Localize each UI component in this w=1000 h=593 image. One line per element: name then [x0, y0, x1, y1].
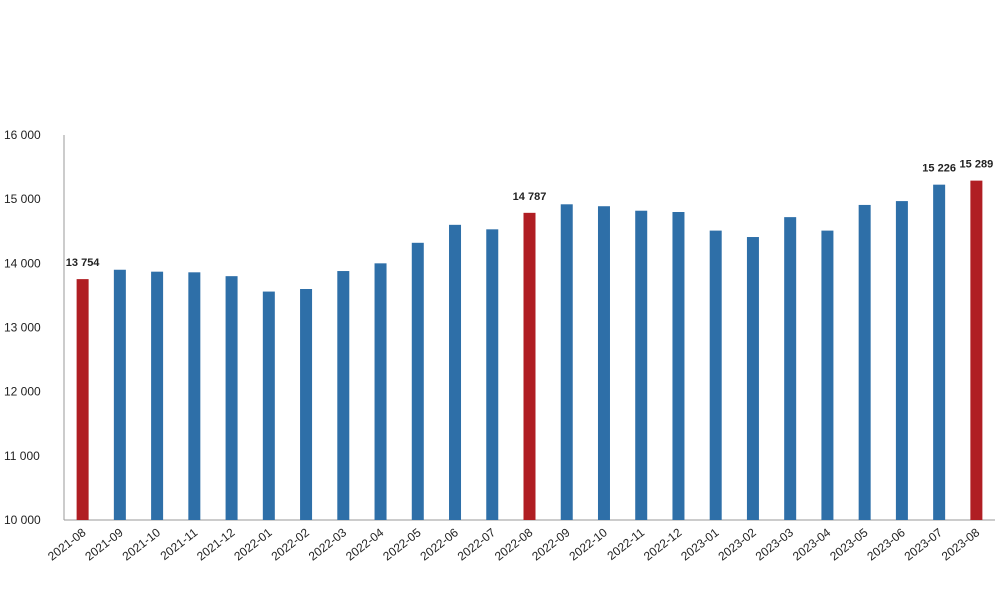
- x-tick-label: 2022-11: [604, 525, 647, 563]
- bar-2023-08: [970, 180, 983, 520]
- y-tick-label: 13 000: [4, 321, 41, 335]
- bar-2023-06: [895, 201, 908, 520]
- bar-2021-08: [76, 279, 89, 520]
- x-tick-label: 2021-08: [45, 525, 89, 563]
- bar-2022-12: [672, 212, 685, 520]
- y-tick-label: 15 000: [4, 192, 41, 206]
- x-tick-label: 2022-01: [231, 525, 275, 563]
- bar-2022-11: [635, 210, 648, 520]
- bar-2022-09: [560, 204, 573, 521]
- x-tick-label: 2022-06: [418, 525, 462, 563]
- bar-2023-07: [933, 184, 946, 521]
- y-tick-label: 12 000: [4, 385, 41, 399]
- x-tick-label: 2021-11: [158, 525, 201, 563]
- y-tick-label: 14 000: [4, 256, 41, 270]
- y-tick-label: 11 000: [4, 449, 40, 463]
- bar-2023-04: [821, 230, 834, 520]
- x-tick-label: 2023-08: [939, 525, 983, 563]
- x-tick-label: 2022-12: [641, 525, 685, 563]
- bar-2021-09: [113, 269, 126, 520]
- x-tick-label: 2023-07: [902, 525, 946, 563]
- x-tick-label: 2022-08: [492, 525, 536, 563]
- x-tick-label: 2023-05: [827, 525, 871, 563]
- bar-2022-06: [449, 224, 462, 521]
- bar-2023-02: [746, 237, 759, 520]
- x-tick-label: 2022-03: [306, 525, 350, 563]
- x-tick-label: 2022-05: [380, 525, 424, 563]
- x-tick-label: 2022-04: [343, 525, 387, 563]
- x-tick-label: 2023-04: [790, 525, 834, 563]
- bar-2021-12: [225, 276, 238, 520]
- y-tick-label: 10 000: [4, 513, 41, 527]
- x-tick-label: 2023-01: [678, 525, 722, 563]
- bar-2023-01: [709, 230, 722, 520]
- bar-2023-03: [784, 217, 797, 520]
- bar-2022-07: [486, 229, 499, 520]
- x-tick-label: 2023-02: [715, 525, 759, 563]
- bar-2022-01: [262, 291, 275, 520]
- data-label: 15 289: [960, 159, 994, 171]
- bar-2022-03: [337, 271, 350, 520]
- bar-2022-08: [523, 212, 536, 520]
- x-tick-label: 2021-12: [194, 525, 238, 563]
- x-tick-label: 2022-10: [566, 525, 610, 563]
- bar-2022-10: [597, 206, 610, 520]
- bar-2023-05: [858, 204, 871, 521]
- x-tick-label: 2022-09: [529, 525, 573, 563]
- data-label: 15 226: [922, 163, 956, 175]
- x-tick-label: 2022-02: [269, 525, 313, 563]
- bar-2022-04: [374, 263, 387, 520]
- x-tick-label: 2022-07: [455, 525, 499, 563]
- x-tick-label: 2023-03: [753, 525, 797, 563]
- x-tick-label: 2023-06: [864, 525, 908, 563]
- x-tick-label: 2021-09: [82, 525, 126, 563]
- bar-2022-02: [300, 289, 313, 520]
- data-label: 14 787: [513, 191, 547, 203]
- x-tick-label: 2021-10: [120, 525, 164, 563]
- data-label: 13 754: [66, 257, 101, 269]
- bar-2021-10: [151, 271, 164, 520]
- bar-2021-11: [188, 272, 201, 520]
- y-tick-label: 16 000: [4, 128, 41, 142]
- bar-2022-05: [411, 242, 424, 521]
